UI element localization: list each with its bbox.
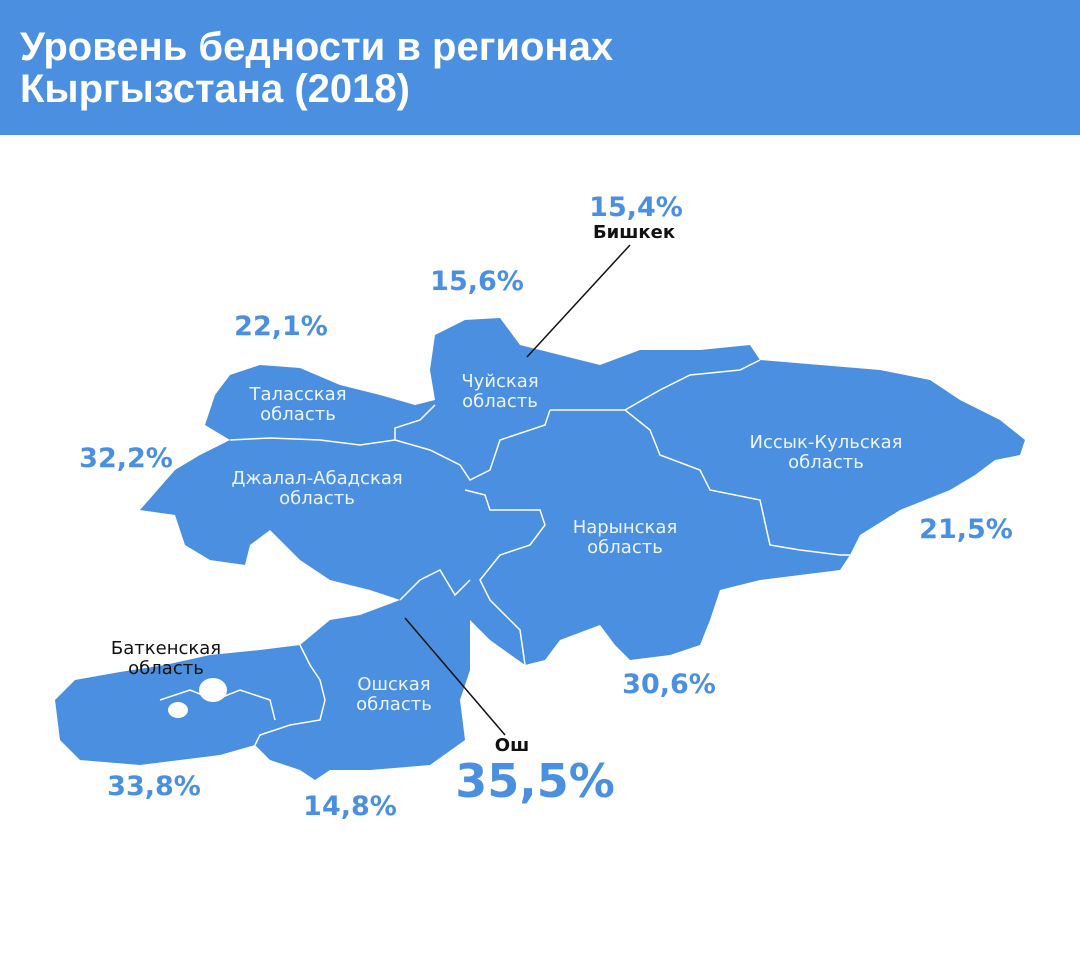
poverty-rate: 35,5% xyxy=(455,754,615,808)
region-name: Ошская xyxy=(357,674,430,695)
poverty-rate: 14,8% xyxy=(303,791,397,822)
region-name: Баткенская xyxy=(111,638,221,659)
poverty-rate: 15,6% xyxy=(430,266,524,297)
region-name: область xyxy=(260,404,336,425)
region-name: Таласская xyxy=(248,384,346,405)
enclave xyxy=(168,702,188,718)
poverty-rate: 15,4% xyxy=(589,192,683,223)
region-name: область xyxy=(788,452,864,473)
region-name: Ош xyxy=(495,735,529,756)
region-name: Иссык-Кульская xyxy=(749,432,902,453)
region-name: область xyxy=(462,391,538,412)
region-borders xyxy=(159,359,850,746)
region-name: область xyxy=(279,488,355,509)
region-name: Нарынская xyxy=(573,517,678,538)
country-shape xyxy=(55,318,1025,780)
region-name: область xyxy=(587,537,663,558)
enclave xyxy=(199,678,227,702)
region-name: область xyxy=(356,694,432,715)
header-band xyxy=(0,0,1080,135)
poverty-rate: 22,1% xyxy=(234,311,328,342)
osh-pointer xyxy=(404,617,506,736)
region-name: Бишкек xyxy=(593,222,675,243)
bishkek-pointer xyxy=(526,244,631,358)
region-name: область xyxy=(128,658,204,679)
poverty-rate: 32,2% xyxy=(79,443,173,474)
poverty-rate: 30,6% xyxy=(622,669,716,700)
poverty-rate: 33,8% xyxy=(107,771,201,802)
region-name: Джалал-Абадская xyxy=(231,468,402,489)
region-name: Чуйская xyxy=(461,371,538,392)
poverty-rate: 21,5% xyxy=(919,514,1013,545)
title-line: Уровень бедности в регионах xyxy=(20,25,613,69)
title-line: Кыргызстана (2018) xyxy=(20,67,410,111)
region-labels: Таласскаяобласть22,1%Чуйскаяобласть15,6%… xyxy=(79,192,1013,822)
